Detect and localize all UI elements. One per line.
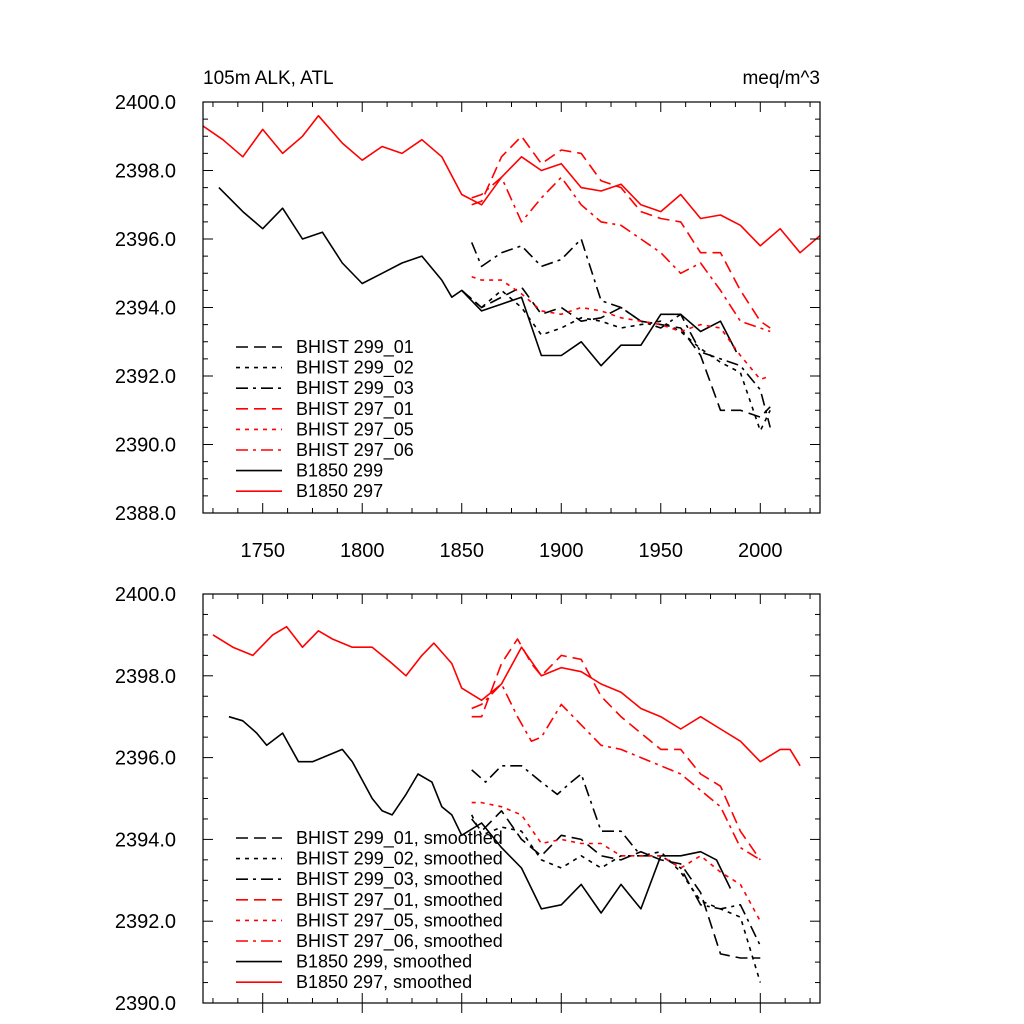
x-tick-label: 1950: [639, 540, 684, 562]
x-tick-label: 1900: [539, 540, 584, 562]
series-line: [471, 683, 761, 861]
legend-label: BHIST 299_03, smoothed: [296, 869, 503, 890]
series-line: [228, 715, 732, 914]
chart-panel-1: 2400.0 2398.0 2396.0 2394.0 2392.0 2390.0 2388…: [115, 92, 821, 562]
series-line: [471, 764, 762, 947]
series-line: [470, 238, 771, 428]
y-tick-label: 2390.0: [115, 435, 176, 457]
x-tick-label: 1850: [439, 540, 484, 562]
chart-title-left: 105m ALK, ATL: [203, 68, 334, 89]
series-line: [212, 625, 801, 767]
series-line: [471, 638, 761, 861]
x-tick-label: 1750: [240, 540, 285, 562]
legend-label: B1850 299: [296, 461, 383, 481]
legend-label: BHIST 297_06, smoothed: [296, 931, 503, 952]
y-tick-label: 2398.0: [115, 666, 176, 688]
y-tick-label: 2394.0: [115, 298, 176, 320]
y-tick-label: 2390.0: [115, 993, 176, 1015]
y-tick-label: 2400.0: [115, 92, 176, 114]
legend-label: BHIST 297_05, smoothed: [296, 910, 503, 931]
legend-label: BHIST 299_01: [296, 337, 414, 358]
legend-label: BHIST 299_01, smoothed: [296, 828, 503, 849]
legend-label: BHIST 297_06: [296, 440, 414, 461]
series-line: [471, 176, 771, 333]
series-line: [461, 289, 771, 432]
y-tick-label: 2394.0: [115, 829, 176, 851]
series-line: [470, 814, 762, 983]
y-tick-label: 2396.0: [115, 229, 176, 251]
x-tick-label: 2000: [738, 540, 783, 562]
y-tick-label: 2396.0: [115, 748, 176, 770]
y-tick-label: 2388.0: [115, 503, 176, 525]
legend-label: B1850 299, smoothed: [296, 952, 472, 972]
series-line: [461, 286, 771, 418]
series-group: [203, 114, 820, 432]
series-line: [471, 135, 771, 329]
series-line: [471, 809, 761, 959]
y-tick-label: 2392.0: [115, 911, 176, 933]
legend-label: B1850 297: [296, 481, 383, 501]
legend-label: BHIST 297_05: [296, 419, 414, 440]
legend-label: BHIST 297_01, smoothed: [296, 890, 503, 911]
y-tick-label: 2400.0: [115, 584, 176, 606]
series-line: [471, 275, 771, 381]
y-tick-label: 2398.0: [115, 161, 176, 183]
y-tick-label: 2392.0: [115, 366, 176, 388]
legend-label: B1850 297, smoothed: [296, 972, 472, 992]
legend-label: BHIST 299_02, smoothed: [296, 849, 503, 870]
chart-panel-2: 2400.0 2398.0 2396.0 2394.0 2392.0 2390.0 BHIS…: [115, 584, 821, 1015]
series-line: [203, 114, 820, 254]
legend-label: BHIST 299_03: [296, 378, 414, 399]
series-line: [218, 187, 738, 367]
series-group: [212, 625, 801, 983]
legend-label: BHIST 297_01: [296, 399, 414, 420]
x-tick-label: 1800: [340, 540, 385, 562]
chart-title-units: meq/m^3: [742, 68, 820, 89]
legend-label: BHIST 299_02: [296, 358, 414, 379]
